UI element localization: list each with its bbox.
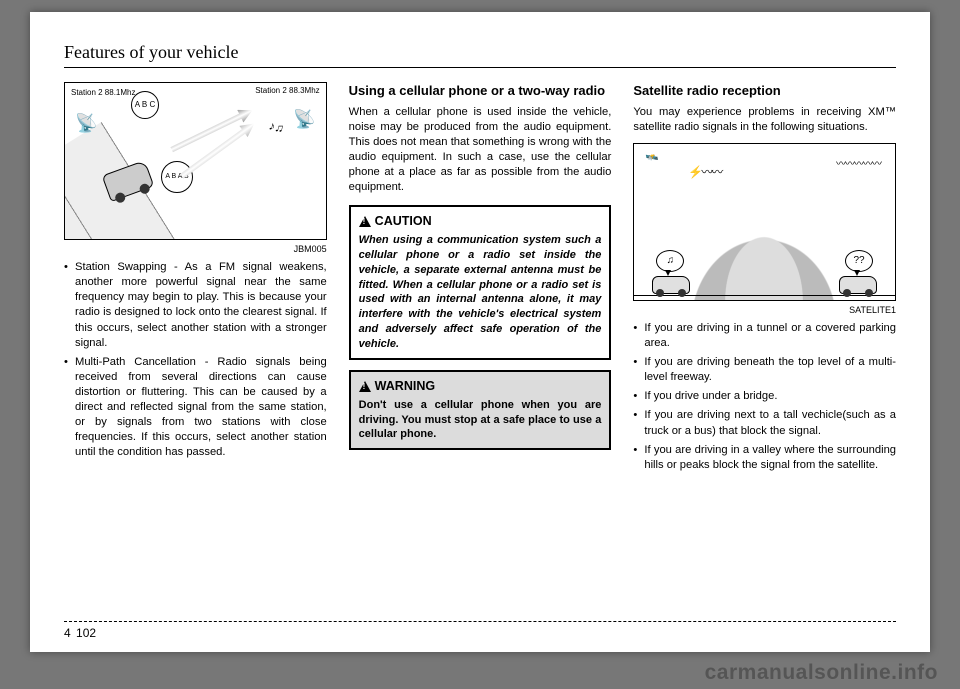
col3-bullet-list: If you are driving in a tunnel or a cove… — [633, 321, 896, 473]
list-item: Station Swapping - As a FM signal weaken… — [64, 260, 327, 351]
warning-body: Don't use a cellular phone when you are … — [359, 398, 602, 443]
warning-icon — [359, 381, 371, 392]
warning-title: WARNING — [375, 378, 435, 395]
page-number: 102 — [76, 626, 96, 640]
list-item: If you are driving next to a tall vechic… — [633, 408, 896, 438]
caution-body: When using a communication system such a… — [359, 233, 602, 352]
caution-icon — [359, 216, 371, 227]
col1-bullet-list: Station Swapping - As a FM signal weaken… — [64, 260, 327, 460]
list-item: If you are driving in a valley where the… — [633, 443, 896, 473]
signal-bubble-1: A B C — [131, 91, 159, 119]
car-right-icon — [839, 276, 877, 294]
signal-bubble-2: A B A B — [161, 161, 193, 193]
content-columns: Station 2 88.1Mhz Station 2 88.3Mhz 📡 📡 … — [64, 82, 896, 477]
figure-1-label: JBM005 — [64, 243, 327, 255]
warning-title-row: WARNING — [359, 378, 602, 395]
page-footer: 4 102 — [64, 621, 896, 640]
caution-title-row: CAUTION — [359, 213, 602, 230]
figure-satellite: 🛰️ ⚡〰〰 〰〰〰〰〰 ♫ ?? — [633, 143, 896, 301]
list-item: If you are driving in a tunnel or a cove… — [633, 321, 896, 351]
mountain-icon — [694, 184, 834, 301]
figure-radio-swapping: Station 2 88.1Mhz Station 2 88.3Mhz 📡 📡 … — [64, 82, 327, 240]
list-item: If you are driving beneath the top level… — [633, 355, 896, 385]
car-left-icon — [652, 276, 690, 294]
col3-heading: Satellite radio reception — [633, 82, 896, 100]
list-item: If you drive under a bridge. — [633, 389, 896, 404]
manual-page: Features of your vehicle Station 2 88.1M… — [30, 12, 930, 652]
col3-paragraph: You may experience problems in receiving… — [633, 105, 896, 135]
col2-heading: Using a cellular phone or a two-way radi… — [349, 82, 612, 100]
list-item: Multi-Path Cancellation - Radio signals … — [64, 355, 327, 461]
section-number: 4 — [64, 626, 71, 640]
speech-bubble-music: ♫ — [656, 250, 684, 272]
signal-wave-right: 〰〰〰〰〰 — [836, 158, 881, 172]
column-2: Using a cellular phone or a two-way radi… — [349, 82, 612, 477]
caution-title: CAUTION — [375, 213, 432, 230]
column-1: Station 2 88.1Mhz Station 2 88.3Mhz 📡 📡 … — [64, 82, 327, 477]
caution-box: CAUTION When using a communication syste… — [349, 205, 612, 360]
watermark: carmanualsonline.info — [705, 661, 938, 685]
tower-right-icon: 📡 — [293, 107, 315, 131]
column-3: Satellite radio reception You may experi… — [633, 82, 896, 477]
warning-box: WARNING Don't use a cellular phone when … — [349, 370, 612, 450]
page-header: Features of your vehicle — [64, 42, 896, 68]
tower-left-icon: 📡 — [75, 111, 97, 135]
station-left-label: Station 2 88.1Mhz — [71, 89, 135, 97]
speech-bubble-question: ?? — [845, 250, 873, 272]
station-right-label: Station 2 88.3Mhz — [255, 87, 319, 95]
col2-paragraph: When a cellular phone is used inside the… — [349, 105, 612, 196]
music-icon: ♪♫ — [267, 117, 285, 136]
figure-2-label: SATELITE1 — [633, 304, 896, 316]
signal-wave-left: ⚡〰〰 — [688, 164, 721, 180]
satellite-icon: 🛰️ — [645, 151, 660, 167]
